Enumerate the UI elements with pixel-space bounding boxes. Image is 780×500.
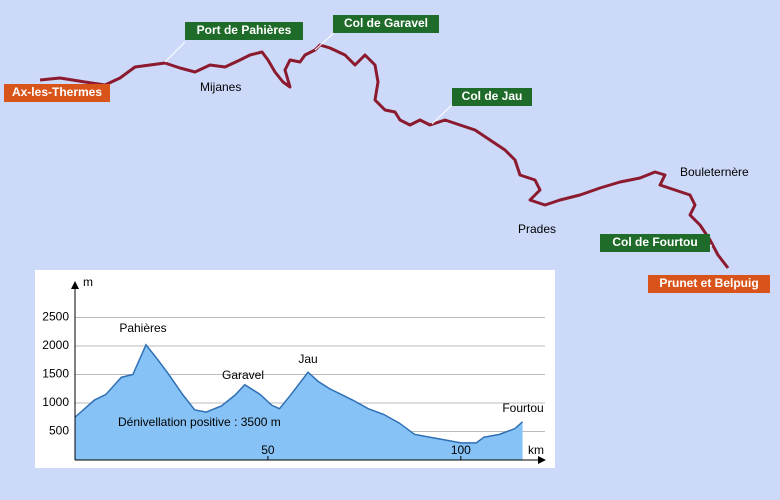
pass-label: Col de Jau (462, 89, 523, 103)
elevation-profile: 500 1000 1500 2000 2500 50 100 m km Pahières Garav… (42, 275, 546, 464)
town-label: Bouleternère (680, 165, 749, 179)
pass-label: Port de Pahières (197, 23, 292, 37)
axis-arrow (538, 456, 546, 464)
pass-label: Col de Fourtou (612, 235, 697, 249)
place-label: Ax-les-Thermes (12, 85, 102, 99)
y-tick-label: 500 (49, 424, 69, 438)
y-tick-label: 1500 (42, 367, 69, 381)
y-tick-label: 1000 (42, 395, 69, 409)
pass-label: Col de Garavel (344, 16, 428, 30)
profile-line (74, 343, 524, 444)
annotation: Garavel (222, 368, 264, 382)
annotation: Fourtou (502, 401, 543, 415)
callouts (164, 31, 713, 251)
label-box (648, 275, 770, 293)
town-label: Prades (518, 222, 556, 236)
annotation: Jau (298, 352, 317, 366)
y-tick-label: 2000 (42, 338, 69, 352)
y-tick-label: 2500 (42, 310, 69, 324)
annotation: Dénivellation positive : 3500 m (118, 415, 281, 429)
area (75, 344, 523, 460)
x-axis-label: km (528, 443, 544, 457)
label-box (600, 234, 710, 252)
route (39, 43, 730, 269)
label-box (185, 22, 303, 40)
place-label: Prunet et Belpuig (659, 276, 758, 290)
label-box (452, 88, 532, 106)
x-tick-label: 50 (261, 443, 275, 457)
label-box (333, 15, 439, 33)
annotation: Pahières (119, 321, 166, 335)
town-label: Mijanes (200, 80, 241, 94)
x-tick-label: 100 (451, 443, 471, 457)
axis-arrow (71, 281, 79, 289)
y-axis-label: m (83, 275, 93, 289)
label-box (4, 84, 110, 102)
